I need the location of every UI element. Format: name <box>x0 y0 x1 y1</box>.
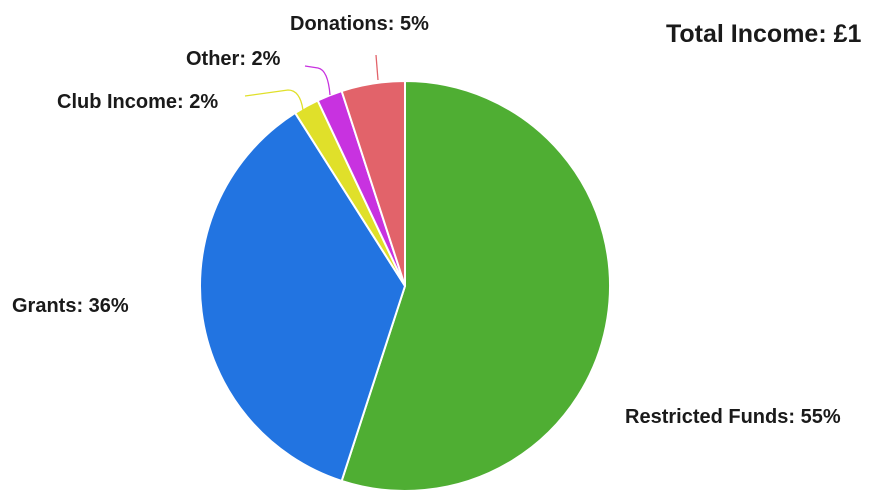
slice-label-donations: Donations: 5% <box>290 13 429 35</box>
slice-labels: Restricted Funds: 55% Grants: 36% Club Inc… <box>12 13 841 428</box>
slice-label-other: Other: 2% <box>186 48 281 70</box>
pie-slice-restricted-funds <box>340 79 611 491</box>
slice-label-club-income: Club Income: 2% <box>57 91 218 113</box>
total-income-title: Total Income: £1 <box>666 20 862 48</box>
leader-line-other <box>304 65 331 96</box>
slice-label-grants: Grants: 36% <box>12 295 129 317</box>
pie-slices <box>199 79 611 491</box>
pie-slice-donations <box>340 79 406 287</box>
slice-label-restricted-funds: Restricted Funds: 55% <box>625 406 841 428</box>
leader-line-club-income <box>244 89 304 111</box>
pie-slice-grants <box>199 111 407 483</box>
leader-line-donations <box>375 54 379 81</box>
label-leader-lines <box>244 54 379 111</box>
